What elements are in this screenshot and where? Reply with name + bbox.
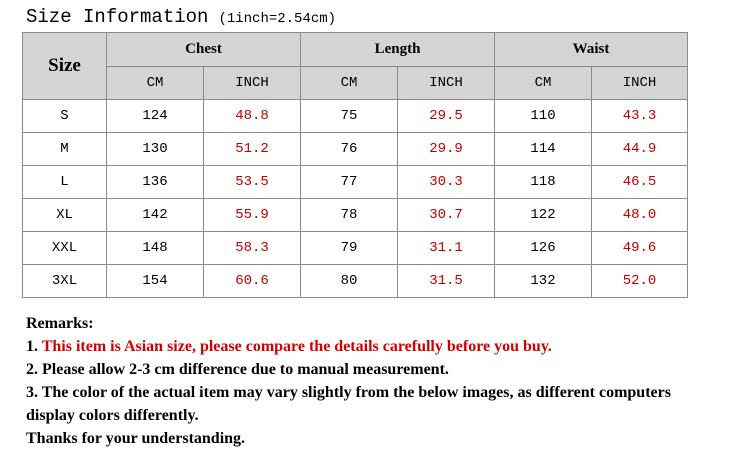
value-cell: 31.5 xyxy=(397,264,495,298)
thanks: Thanks for your understanding. xyxy=(26,430,246,447)
value-cell: 118 xyxy=(494,165,592,199)
remarks-title: Remarks: xyxy=(26,315,94,332)
remarks-list: 1. This item is Asian size, please compa… xyxy=(26,335,716,427)
value-cell: 79 xyxy=(300,231,398,265)
size-cell: M xyxy=(22,132,107,166)
value-cell: 136 xyxy=(106,165,204,199)
value-cell: 142 xyxy=(106,198,204,232)
value-cell: 30.3 xyxy=(397,165,495,199)
unit-header: INCH xyxy=(397,66,495,100)
value-cell: 110 xyxy=(494,99,592,133)
value-cell: 114 xyxy=(494,132,592,166)
size-cell: L xyxy=(22,165,107,199)
table-row: XL 142 55.9 78 30.7 122 48.0 xyxy=(22,198,688,232)
value-cell: 122 xyxy=(494,198,592,232)
value-cell: 48.0 xyxy=(591,198,688,232)
unit-header: INCH xyxy=(591,66,688,100)
table-row: S 124 48.8 75 29.5 110 43.3 xyxy=(22,99,688,133)
value-cell: 75 xyxy=(300,99,398,133)
value-cell: 49.6 xyxy=(591,231,688,265)
group-header: Chest xyxy=(106,32,301,67)
table-row: XXL 148 58.3 79 31.1 126 49.6 xyxy=(22,231,688,265)
remarks: Remarks: 1. This item is Asian size, ple… xyxy=(26,312,716,450)
size-cell: 3XL xyxy=(22,264,107,298)
value-cell: 124 xyxy=(106,99,204,133)
value-cell: 80 xyxy=(300,264,398,298)
value-cell: 58.3 xyxy=(203,231,301,265)
value-cell: 77 xyxy=(300,165,398,199)
group-header-row: Size Chest Length Waist xyxy=(22,32,688,100)
title: Size Information xyxy=(26,6,209,28)
value-cell: 52.0 xyxy=(591,264,688,298)
remark-item: 2. Please allow 2-3 cm difference due to… xyxy=(26,358,716,381)
table-row: M 130 51.2 76 29.9 114 44.9 xyxy=(22,132,688,166)
value-cell: 29.5 xyxy=(397,99,495,133)
size-cell: S xyxy=(22,99,107,133)
value-cell: 132 xyxy=(494,264,592,298)
size-cell: XL xyxy=(22,198,107,232)
size-header: Size xyxy=(22,32,107,100)
remark-number: 1. xyxy=(26,338,38,355)
remark-text: The color of the actual item may vary sl… xyxy=(26,384,671,424)
remark-text: This item is Asian size, please compare … xyxy=(41,338,552,355)
value-cell: 48.8 xyxy=(203,99,301,133)
remark-text: Please allow 2-3 cm difference due to ma… xyxy=(42,361,449,378)
unit-header: CM xyxy=(106,66,204,100)
size-cell: XXL xyxy=(22,231,107,265)
remark-number: 3. xyxy=(26,384,38,401)
value-cell: 46.5 xyxy=(591,165,688,199)
remark-item: 1. This item is Asian size, please compa… xyxy=(26,335,716,358)
table-row: L 136 53.5 77 30.3 118 46.5 xyxy=(22,165,688,199)
value-cell: 78 xyxy=(300,198,398,232)
table-row: 3XL 154 60.6 80 31.5 132 52.0 xyxy=(22,264,688,298)
value-cell: 60.6 xyxy=(203,264,301,298)
value-cell: 154 xyxy=(106,264,204,298)
unit-header: CM xyxy=(300,66,398,100)
remark-item: 3. The color of the actual item may vary… xyxy=(26,381,716,427)
value-cell: 30.7 xyxy=(397,198,495,232)
title-row: Size Information (1inch=2.54cm) xyxy=(26,6,336,28)
value-cell: 53.5 xyxy=(203,165,301,199)
unit-header: INCH xyxy=(203,66,301,100)
value-cell: 76 xyxy=(300,132,398,166)
group-header: Length xyxy=(300,32,495,67)
unit-header: CM xyxy=(494,66,592,100)
value-cell: 126 xyxy=(494,231,592,265)
value-cell: 31.1 xyxy=(397,231,495,265)
value-cell: 44.9 xyxy=(591,132,688,166)
group-header: Waist xyxy=(494,32,688,67)
unit-header-row: CM INCH CM INCH CM INCH xyxy=(23,66,688,100)
value-cell: 130 xyxy=(106,132,204,166)
table-body: S 124 48.8 75 29.5 110 43.3 M 130 51.2 76 29.9 114 44… xyxy=(22,99,688,298)
unit-note: (1inch=2.54cm) xyxy=(218,11,337,27)
remark-number: 2. xyxy=(26,361,38,378)
value-cell: 55.9 xyxy=(203,198,301,232)
value-cell: 29.9 xyxy=(397,132,495,166)
value-cell: 148 xyxy=(106,231,204,265)
value-cell: 43.3 xyxy=(591,99,688,133)
value-cell: 51.2 xyxy=(203,132,301,166)
size-table: Size Chest Length Waist CM INCH CM INCH CM INCH… xyxy=(22,32,688,298)
